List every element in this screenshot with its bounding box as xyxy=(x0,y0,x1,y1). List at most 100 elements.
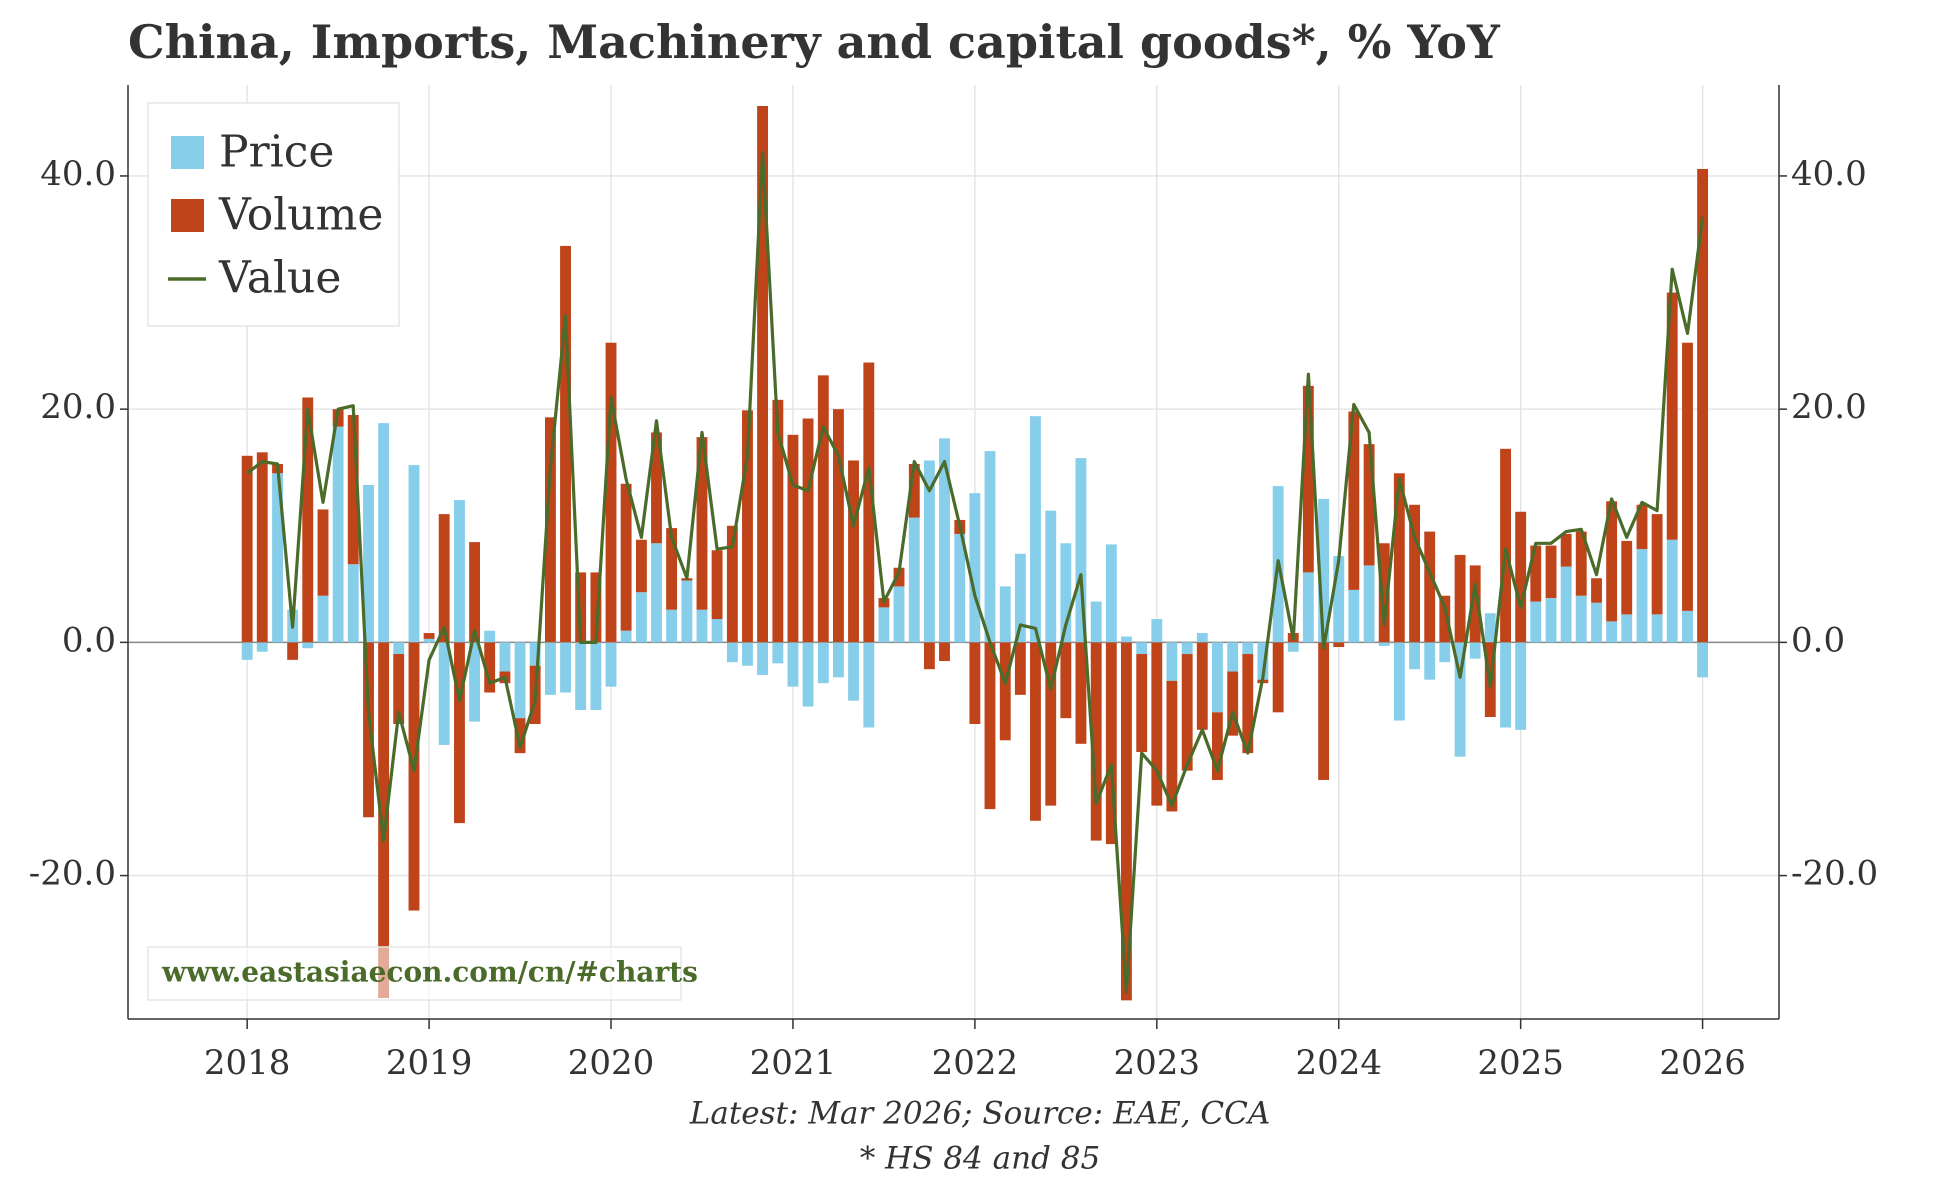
legend-label: Price xyxy=(219,127,334,178)
bar xyxy=(1045,642,1057,806)
bar xyxy=(1500,642,1511,728)
bar xyxy=(1469,565,1481,643)
bar xyxy=(1272,642,1284,713)
bar xyxy=(1439,595,1451,643)
bar xyxy=(1439,642,1451,663)
bar xyxy=(1166,680,1178,812)
bar xyxy=(742,642,753,666)
bar xyxy=(1211,712,1223,780)
x-tick-label: 2019 xyxy=(386,1043,473,1083)
bar xyxy=(1166,642,1178,681)
bar xyxy=(984,451,996,643)
bar xyxy=(787,642,799,687)
bar xyxy=(499,642,511,672)
bar xyxy=(1591,578,1602,603)
bar xyxy=(863,362,875,643)
bar xyxy=(1621,540,1633,615)
bar xyxy=(1515,642,1527,730)
bar xyxy=(1105,642,1117,845)
bar xyxy=(1409,642,1421,670)
bar xyxy=(1333,556,1345,643)
bar xyxy=(1030,642,1041,821)
bar xyxy=(939,642,950,662)
bar xyxy=(423,633,435,639)
x-tick-label: 2026 xyxy=(1659,1043,1746,1083)
y-tick-label: 20.0 xyxy=(40,387,116,427)
bar xyxy=(757,105,769,643)
bar xyxy=(1651,514,1663,615)
bar xyxy=(772,642,784,664)
chart-title: China, Imports, Machinery and capital go… xyxy=(128,15,1501,69)
bar xyxy=(1424,531,1436,643)
bar xyxy=(1196,642,1208,730)
bar xyxy=(529,642,541,666)
bar xyxy=(832,409,844,643)
bar xyxy=(908,463,920,518)
bar xyxy=(454,642,465,824)
bar xyxy=(939,438,950,643)
bar xyxy=(1666,292,1678,540)
bar xyxy=(408,642,420,911)
bar xyxy=(272,473,283,643)
y-tick-label: 0.0 xyxy=(62,620,116,660)
bar xyxy=(1682,342,1693,611)
bar xyxy=(1075,458,1087,643)
bar xyxy=(1151,619,1163,643)
bar xyxy=(999,586,1011,643)
bar xyxy=(969,642,981,724)
bar xyxy=(878,607,890,643)
bar xyxy=(757,642,769,676)
bar xyxy=(620,630,632,643)
bar xyxy=(1302,572,1314,643)
bar xyxy=(893,586,905,643)
bar xyxy=(817,642,829,684)
bar xyxy=(454,500,465,643)
bar xyxy=(1060,543,1072,643)
y-tick-label: -20.0 xyxy=(29,854,116,894)
bar xyxy=(575,572,587,643)
bar xyxy=(1060,642,1072,719)
x-tick-label: 2018 xyxy=(204,1043,291,1083)
bar xyxy=(514,642,526,719)
bar xyxy=(651,432,662,544)
bar xyxy=(817,375,829,643)
note: * HS 84 and 85 xyxy=(860,1141,1100,1177)
bar xyxy=(666,528,678,610)
bar xyxy=(1621,614,1633,643)
y2-tick-label: 0.0 xyxy=(1791,620,1845,660)
bar xyxy=(711,550,723,620)
bar xyxy=(802,418,814,643)
bar xyxy=(1560,533,1572,567)
bar xyxy=(1318,642,1330,780)
x-tick-label: 2025 xyxy=(1477,1043,1564,1083)
bar xyxy=(1636,549,1648,643)
bar xyxy=(484,630,496,643)
bar xyxy=(1500,448,1511,643)
bar xyxy=(620,483,632,631)
bar xyxy=(635,539,647,593)
bar xyxy=(1545,598,1557,643)
bar xyxy=(1530,601,1542,643)
bar xyxy=(1560,566,1572,643)
bar xyxy=(848,642,859,701)
bar xyxy=(332,426,344,643)
bar xyxy=(1393,642,1405,721)
bar xyxy=(1348,589,1360,643)
bar xyxy=(363,484,374,643)
bar xyxy=(666,609,678,643)
bar xyxy=(1333,642,1345,648)
bar xyxy=(1075,642,1087,744)
bar xyxy=(696,437,708,610)
bar xyxy=(923,460,935,643)
bar xyxy=(1515,511,1527,643)
bar xyxy=(1030,416,1041,643)
bar xyxy=(514,718,526,754)
bar xyxy=(545,642,556,695)
watermark-box xyxy=(147,946,682,1001)
y2-tick-label: -20.0 xyxy=(1791,854,1878,894)
y2-tick-label: 40.0 xyxy=(1791,154,1867,194)
bar xyxy=(317,595,329,643)
bar xyxy=(726,525,738,643)
bar xyxy=(1378,543,1390,643)
